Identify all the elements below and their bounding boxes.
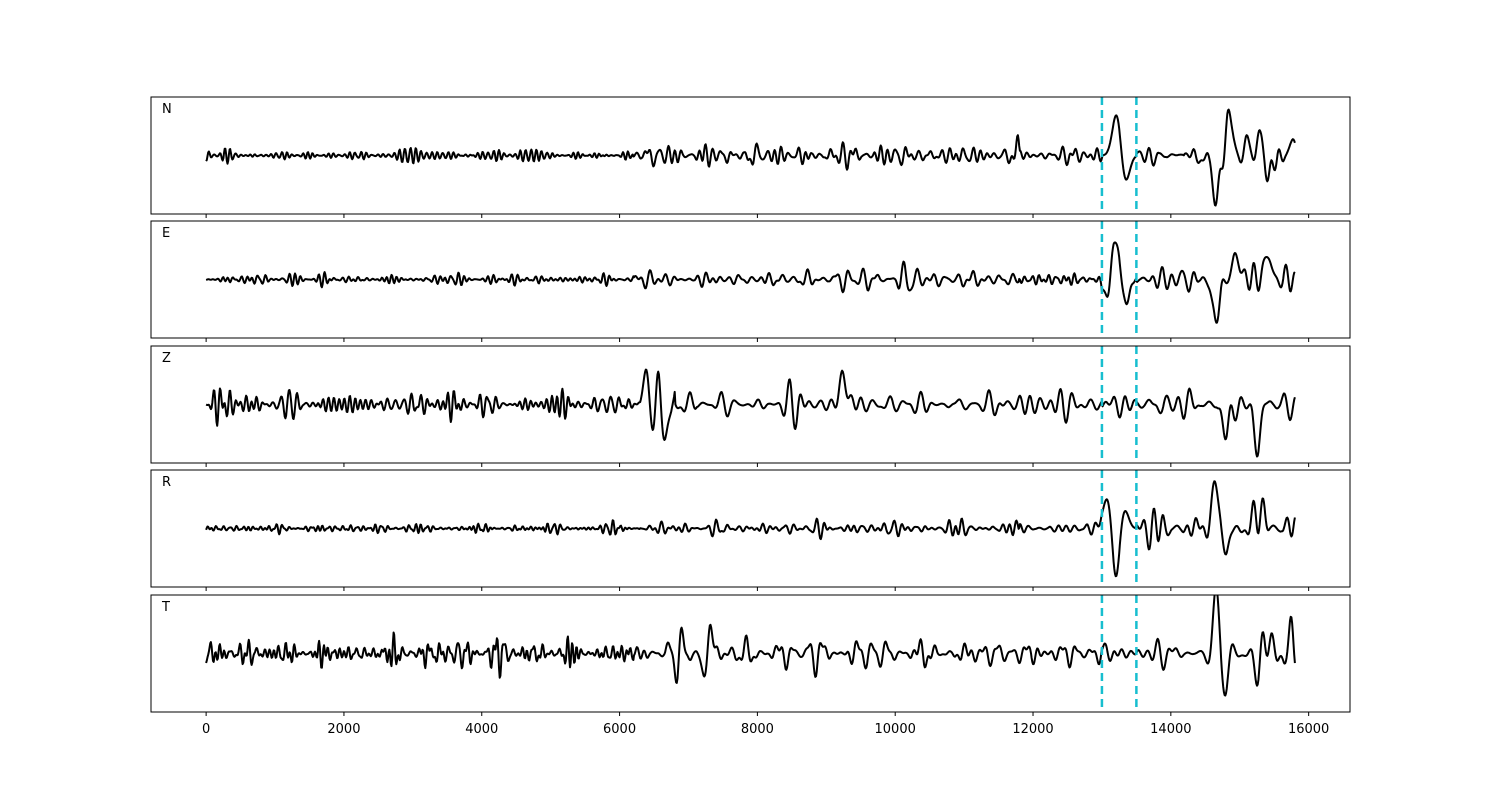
trace-r — [205, 480, 1296, 578]
trace-e — [205, 241, 1296, 324]
channel-label-t: T — [161, 600, 170, 615]
trace-z — [205, 368, 1296, 458]
panel-z: Z — [150, 345, 1351, 467]
x-tick-label: 12000 — [1012, 722, 1053, 737]
panel-frame — [150, 96, 1351, 215]
x-tick-label: 16000 — [1288, 722, 1329, 737]
x-tick-label: 14000 — [1150, 722, 1191, 737]
panel-frame — [150, 469, 1351, 588]
panels-layer: N E Z R T — [150, 96, 1351, 716]
x-tick-label: 4000 — [465, 722, 498, 737]
x-axis: 0 2000 4000 6000 8000 10000 12000 14000 16000 — [202, 722, 1329, 737]
panel-frame — [150, 594, 1351, 713]
trace-t — [205, 595, 1296, 697]
x-tick-label: 8000 — [741, 722, 774, 737]
panel-r: R — [150, 469, 1351, 591]
x-tick-label: 0 — [202, 722, 210, 737]
panel-frame — [150, 345, 1351, 464]
panel-n: N — [150, 96, 1351, 218]
x-tick-label: 2000 — [327, 722, 360, 737]
panel-e: E — [150, 220, 1351, 342]
channel-label-z: Z — [162, 351, 171, 366]
channel-label-r: R — [162, 475, 171, 490]
panel-t: T — [150, 594, 1351, 716]
x-tick-label: 10000 — [875, 722, 916, 737]
x-tick-label: 6000 — [603, 722, 636, 737]
trace-n — [205, 108, 1296, 207]
panel-frame — [150, 220, 1351, 339]
channel-label-n: N — [162, 102, 172, 117]
channel-label-e: E — [162, 226, 170, 241]
